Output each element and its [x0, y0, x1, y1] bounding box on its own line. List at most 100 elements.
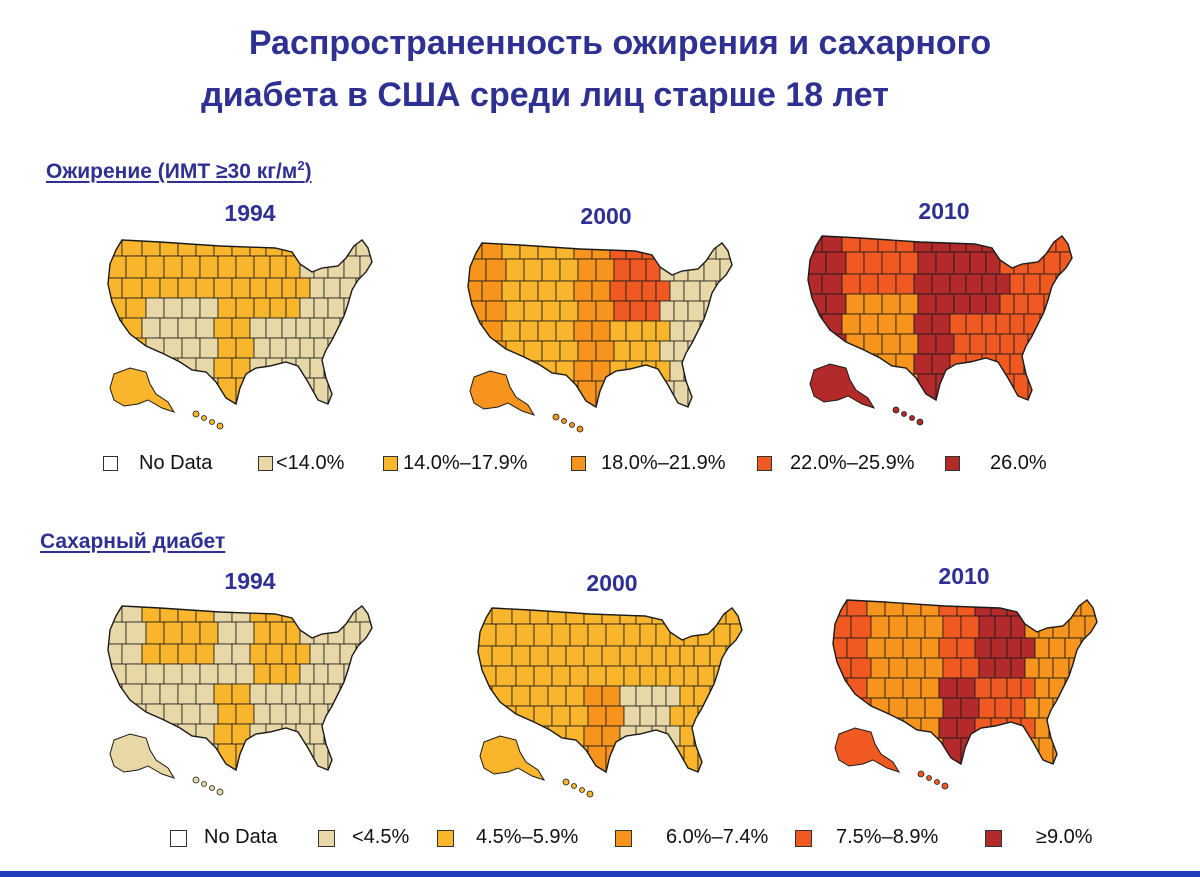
state-region: [623, 665, 641, 687]
state-region: [960, 657, 980, 679]
state-region: [974, 600, 992, 617]
state-region: [673, 340, 689, 362]
state-region: [551, 623, 571, 647]
country-border: [832, 599, 1098, 766]
state-region: [327, 337, 345, 359]
state-region: [468, 320, 483, 342]
state-region: [359, 703, 372, 725]
state-region: [920, 637, 940, 659]
state-region: [729, 745, 742, 772]
state-region: [870, 697, 890, 719]
state-region: [994, 697, 1012, 719]
section-heading-obesity-text: Ожирение (ИМТ ≥30 кг/м: [46, 160, 298, 183]
state-region: [485, 300, 507, 322]
state-region: [1010, 615, 1026, 639]
state-region: [587, 745, 607, 772]
state-region: [697, 705, 715, 727]
state-region: [669, 320, 685, 342]
state-region: [1023, 273, 1041, 295]
year-label-obesity-2010: 2010: [918, 198, 970, 224]
state-region: [265, 723, 283, 745]
state-region: [725, 685, 742, 707]
state-region: [573, 320, 593, 342]
state-region: [985, 333, 1001, 355]
state-region: [269, 743, 287, 770]
state-region: [159, 683, 179, 705]
state-region: [213, 606, 233, 623]
state-region: [299, 377, 315, 404]
state-region: [309, 240, 325, 257]
state-region: [1013, 293, 1029, 315]
state-region: [559, 258, 579, 282]
state-region: [235, 255, 255, 279]
state-region: [195, 643, 215, 665]
state-region: [145, 255, 165, 279]
state-region: [339, 723, 357, 745]
state-region: [953, 373, 971, 400]
state-region: [641, 360, 657, 382]
state-region: [285, 255, 301, 279]
state-region: [687, 380, 705, 407]
state-region: [1059, 373, 1072, 400]
state-region: [881, 293, 901, 315]
state-region: [125, 255, 147, 279]
state-region: [163, 297, 183, 319]
state-region: [1048, 600, 1066, 617]
state-region: [655, 280, 671, 302]
state-region: [635, 685, 653, 707]
state-region: [601, 608, 621, 625]
state-region: [713, 745, 731, 772]
state-region: [725, 725, 742, 747]
state-region: [833, 615, 852, 639]
state-region: [587, 705, 607, 727]
state-region: [295, 240, 311, 257]
state-region: [555, 320, 575, 342]
hawaii-island: [586, 790, 594, 798]
hawaii-island: [201, 781, 207, 787]
state-region: [269, 663, 287, 685]
state-region: [501, 320, 521, 342]
state-region: [719, 340, 732, 362]
state-region: [159, 277, 179, 299]
state-region: [808, 313, 823, 335]
state-region: [285, 297, 301, 319]
state-region: [709, 725, 727, 747]
state-region: [1010, 697, 1026, 719]
state-region: [269, 377, 287, 404]
state-region: [181, 255, 201, 279]
hawaii-island: [571, 783, 577, 789]
state-region: [265, 277, 283, 299]
state-region: [355, 643, 372, 665]
state-region: [591, 280, 611, 302]
state-region: [159, 643, 179, 665]
state-region: [719, 380, 732, 407]
state-region: [679, 685, 695, 707]
state-region: [808, 333, 827, 355]
state-region: [899, 373, 919, 400]
state-region: [195, 277, 215, 299]
state-region: [339, 357, 357, 379]
state-region: [625, 320, 643, 342]
state-region: [231, 723, 251, 745]
state-region: [195, 723, 215, 745]
state-region: [935, 333, 955, 355]
state-region: [565, 725, 585, 747]
state-region: [605, 623, 625, 647]
state-region: [888, 657, 908, 679]
state-region: [623, 745, 641, 772]
state-region: [953, 333, 971, 355]
state-region: [935, 251, 955, 275]
state-region: [573, 280, 593, 302]
state-region: [902, 677, 922, 699]
state-region: [859, 313, 879, 335]
state-region: [529, 685, 549, 707]
state-region: [355, 357, 372, 379]
state-region: [651, 725, 667, 747]
year-label-obesity-2000: 2000: [580, 203, 632, 229]
state-region: [960, 697, 980, 719]
state-region: [881, 373, 901, 400]
state-region: [931, 353, 951, 375]
state-region: [1038, 657, 1054, 679]
state-region: [960, 615, 980, 639]
hawaii-island: [561, 418, 567, 424]
